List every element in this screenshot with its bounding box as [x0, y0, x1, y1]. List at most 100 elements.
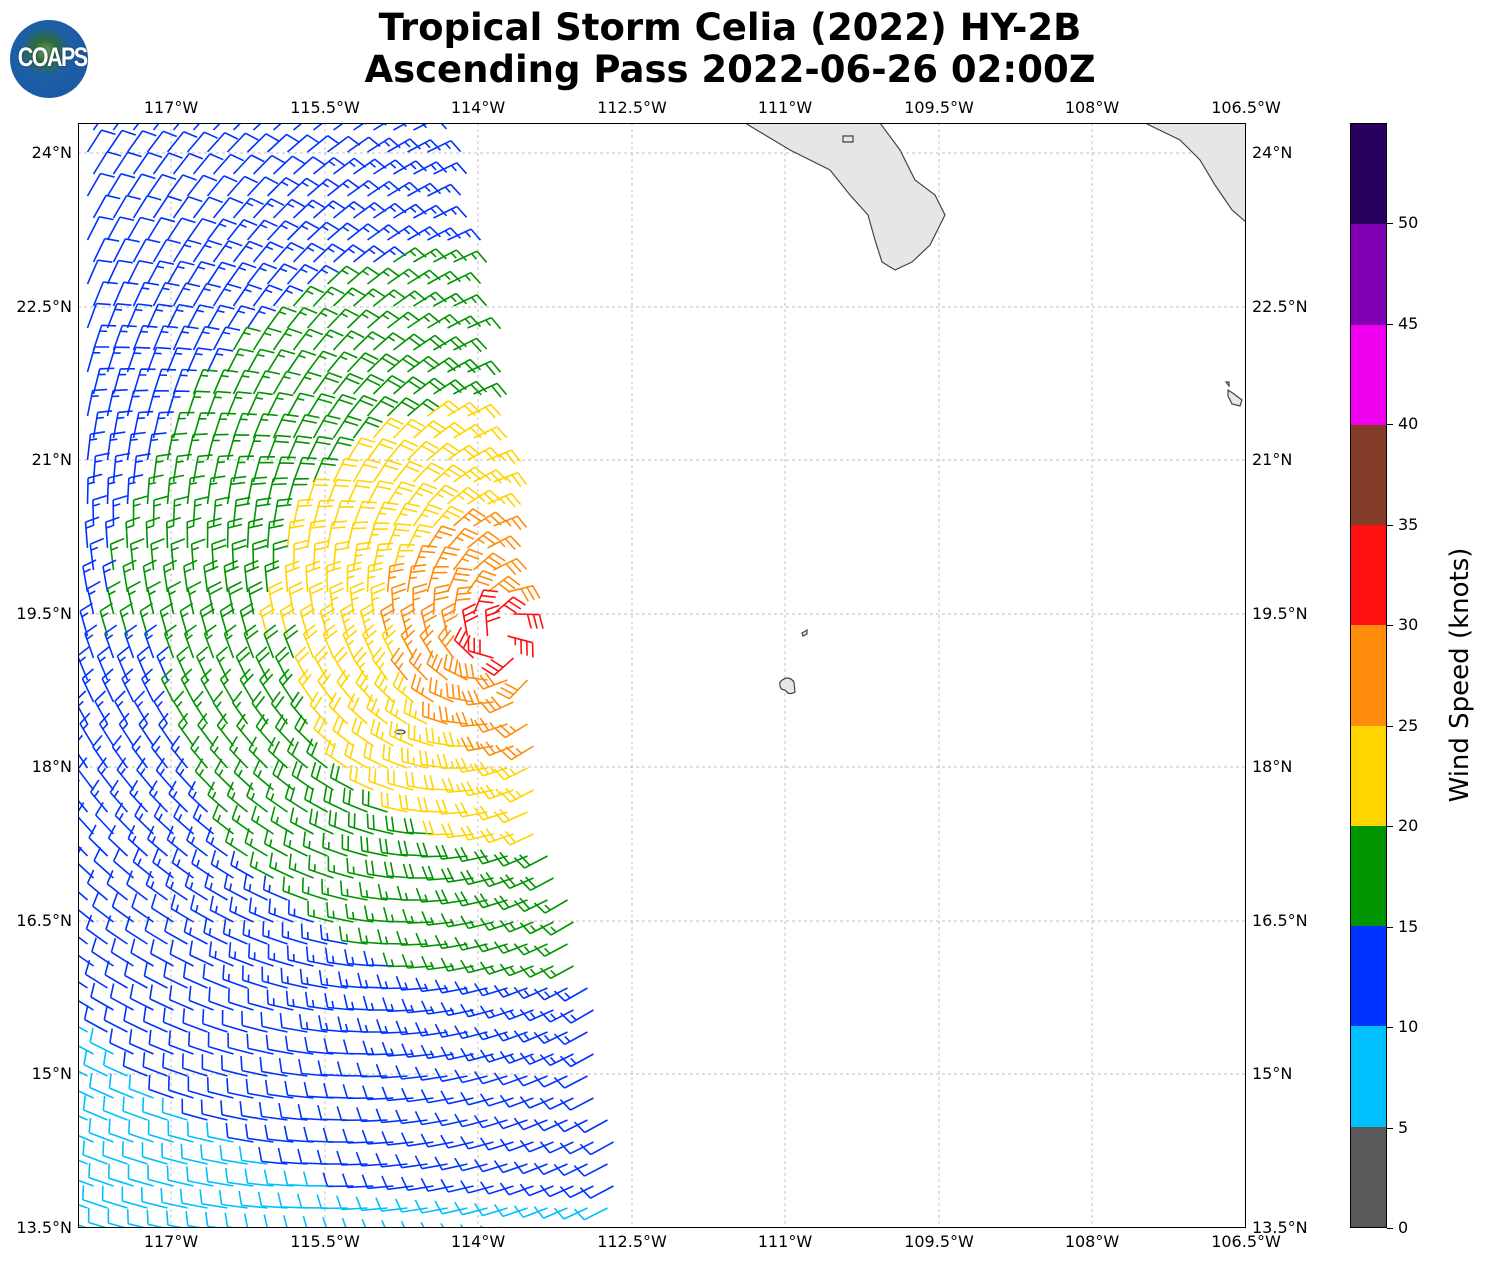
lon-label-bottom: 106.5°W — [1211, 1232, 1281, 1251]
wind-barb — [152, 495, 169, 527]
wind-barb — [168, 780, 189, 813]
wind-barb — [426, 442, 460, 461]
colorbar-tick-label: 50 — [1398, 213, 1419, 233]
wind-barb — [183, 917, 208, 945]
wind-barb — [312, 156, 346, 175]
wind-barb — [454, 891, 488, 907]
wind-barb — [252, 284, 283, 307]
wind-barb — [106, 869, 129, 901]
wind-barb — [180, 668, 195, 703]
wind-barb — [246, 391, 273, 417]
wind-barb — [401, 1043, 434, 1058]
wind-barb — [519, 1096, 554, 1109]
wind-barb — [251, 691, 269, 725]
wind-barb — [326, 902, 354, 923]
wind-barb — [112, 452, 131, 483]
wind-barb — [221, 1009, 248, 1033]
wind-barb — [322, 1216, 328, 1228]
lon-label-top: 108°W — [1064, 98, 1120, 117]
wind-barb — [326, 308, 359, 329]
wind-barb — [102, 1140, 128, 1165]
wind-barb — [258, 1101, 288, 1121]
colorbar-tick-label: 5 — [1398, 1117, 1409, 1137]
wind-barb — [579, 1141, 614, 1156]
wind-barb — [92, 324, 117, 351]
wind-barb — [559, 1009, 594, 1024]
wind-barb — [170, 538, 186, 571]
wind-barb — [192, 196, 223, 219]
wind-barb — [427, 139, 462, 153]
wind-barb — [94, 690, 109, 725]
wind-barb — [454, 1157, 488, 1172]
wind-barb — [434, 934, 468, 950]
wind-barb — [286, 177, 320, 197]
wind-barb — [467, 403, 502, 419]
wind-barb — [203, 918, 228, 945]
wind-barb — [286, 435, 313, 461]
colorbar — [1350, 123, 1387, 1228]
wind-barb — [434, 1023, 468, 1038]
wind-barb — [306, 221, 340, 241]
wind-barb — [319, 924, 348, 945]
wind-barb — [212, 804, 234, 835]
wind-barb — [366, 522, 390, 549]
wind-barb — [78, 1179, 94, 1187]
wind-barb — [262, 921, 288, 945]
wind-barb — [132, 195, 162, 219]
wind-barb — [329, 581, 345, 615]
wind-barb — [148, 1029, 174, 1055]
wind-barb — [219, 1145, 248, 1165]
wind-barb — [420, 1177, 454, 1192]
wind-barb — [190, 894, 214, 923]
wind-barb — [298, 668, 315, 703]
wind-barb — [440, 867, 474, 883]
wind-barb — [114, 690, 129, 725]
wind-barb — [342, 624, 358, 659]
wind-barb — [212, 412, 237, 439]
wind-barb — [239, 668, 255, 703]
wind-barb — [323, 786, 348, 813]
wind-barb — [381, 1086, 414, 1102]
wind-barb — [131, 735, 149, 769]
wind-barb — [166, 217, 196, 241]
wind-barb — [292, 242, 325, 263]
wind-barb — [298, 1059, 328, 1077]
wind-barb — [375, 1197, 408, 1212]
wind-barb — [101, 1185, 128, 1209]
title-line-1: Tropical Storm Celia (2022) HY-2B — [378, 6, 1082, 49]
wind-barb — [332, 372, 364, 395]
wind-barb — [78, 1070, 88, 1077]
wind-barb — [152, 238, 181, 263]
wind-barb — [179, 1188, 208, 1209]
wind-barb — [158, 712, 175, 747]
wind-barb — [539, 1053, 574, 1067]
wind-barb — [349, 581, 365, 615]
wind-barb — [173, 690, 189, 725]
wind-barb — [246, 348, 275, 373]
wind-barb — [285, 990, 314, 1011]
wind-barb — [553, 1207, 588, 1220]
wind-barb — [362, 1040, 394, 1056]
wind-barb — [306, 264, 339, 285]
colorbar-segment — [1351, 725, 1386, 826]
wind-barb — [192, 123, 201, 131]
wind-barb — [90, 982, 114, 1011]
wind-barb — [426, 525, 456, 549]
wind-barb — [108, 1118, 134, 1143]
wind-barb — [142, 559, 157, 593]
wind-barb — [239, 1101, 268, 1121]
wind-barb — [206, 517, 222, 549]
wind-barb — [366, 310, 400, 329]
wind-barb — [226, 262, 257, 285]
island — [842, 135, 854, 143]
wind-barb — [95, 802, 115, 835]
wind-barb — [86, 259, 113, 285]
wind-barb — [272, 327, 303, 351]
wind-barb — [361, 1174, 394, 1190]
wind-barb — [332, 244, 366, 263]
wind-barb — [479, 917, 514, 931]
wind-barb — [474, 1114, 508, 1129]
wind-barb — [112, 123, 120, 131]
wind-barb — [102, 559, 117, 593]
wind-barb — [342, 1128, 374, 1144]
